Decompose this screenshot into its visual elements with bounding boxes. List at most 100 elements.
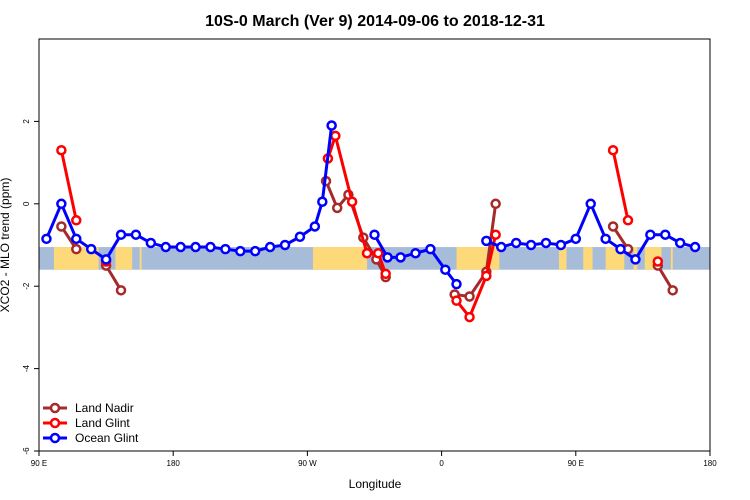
land-glint-point (380, 268, 391, 280)
y-tick-label: -2 (22, 282, 31, 290)
ocean-glint-point (630, 254, 641, 265)
land-patch (583, 247, 593, 270)
ocean-glint-point (674, 237, 686, 249)
ocean-glint-point (689, 241, 701, 253)
x-tick-label: 180 (167, 459, 181, 468)
ocean-glint-point (71, 233, 82, 245)
land-glint-point (607, 144, 619, 156)
land-patch (559, 247, 567, 270)
land-nadir-point (115, 285, 127, 296)
land-patch (312, 247, 368, 270)
ocean-glint-point (382, 252, 393, 263)
land-glint-point (652, 256, 664, 267)
ocean-glint-point (85, 243, 97, 255)
ocean-glint-point (249, 245, 261, 257)
land-patch (139, 247, 142, 270)
land-glint-point (622, 215, 634, 226)
land-glint-point (490, 229, 501, 240)
land-nadir-point (331, 202, 343, 214)
land-glint-point (330, 130, 341, 142)
land-glint-line (611, 149, 630, 221)
ocean-glint-point (425, 243, 436, 255)
legend-label-ocean-glint: Ocean Glint (75, 431, 139, 445)
ocean-glint-point (160, 241, 171, 253)
chart-title: 10S-0 March (Ver 9) 2014-09-06 to 2018-1… (205, 13, 545, 30)
land-nadir-point (667, 285, 678, 296)
ocean-glint-point (235, 245, 246, 257)
ocean-glint-point (100, 254, 112, 265)
land-nadir-line (454, 203, 498, 298)
land-nadir-point (490, 198, 501, 210)
ocean-glint-point (645, 229, 656, 240)
ocean-glint-point (41, 233, 52, 245)
y-tick-label: -6 (22, 447, 31, 455)
land-glint-line (59, 149, 78, 221)
legend-marker-land-glint (49, 417, 61, 429)
axes: 90 E 180 90 W 0 90 E 180 -6 -4 -2 0 2 (22, 119, 717, 468)
legend-label-land-glint: Land Glint (75, 416, 130, 430)
land-nadir-point (607, 221, 619, 232)
ocean-glint-line (45, 125, 334, 261)
y-tick-label: -4 (22, 364, 31, 372)
land-glint-point (71, 215, 82, 226)
series-ocean-glint (41, 120, 701, 290)
x-tick-label: 90 W (298, 459, 317, 468)
ocean-glint-point (115, 229, 127, 240)
ocean-glint-point (555, 239, 567, 251)
land-glint-point (361, 247, 373, 259)
ocean-glint-point (294, 231, 306, 243)
x-tick-label: 180 (703, 459, 717, 468)
ocean-glint-point (540, 237, 552, 249)
ocean-glint-point (481, 235, 492, 247)
ocean-glint-point (510, 237, 522, 249)
land-glint-point (451, 295, 462, 306)
ocean-glint-point (585, 198, 596, 210)
ocean-glint-point (279, 239, 291, 251)
legend-marker-land-nadir (49, 402, 61, 414)
ocean-glint-point (615, 243, 626, 255)
legend-marker-ocean-glint (49, 432, 61, 444)
series-land-glint (56, 130, 664, 323)
y-axis-title: XCO2 - MLO trend (ppm) (0, 178, 12, 313)
ocean-glint-point (440, 264, 451, 275)
land-glint-point (56, 144, 67, 156)
x-tick-label: 90 E (568, 459, 584, 468)
land-nadir-point (56, 221, 67, 232)
ocean-glint-point (317, 196, 328, 207)
ocean-glint-point (451, 278, 462, 290)
ocean-glint-point (220, 243, 231, 255)
land-glint-point (464, 311, 475, 323)
plot-frame (38, 38, 711, 452)
ocean-glint-point (175, 241, 186, 253)
ocean-glint-point (190, 241, 201, 253)
ocean-glint-point (326, 120, 337, 131)
land-nadir-point (464, 291, 475, 302)
series-layer (41, 120, 701, 323)
ocean-glint-point (56, 198, 67, 210)
x-axis-title: Longitude (349, 477, 402, 491)
land-patch (115, 247, 133, 270)
ocean-glint-point (369, 229, 380, 240)
ocean-glint-point (130, 229, 142, 240)
land-glint-point (346, 196, 358, 207)
land-patch (670, 247, 673, 270)
ocean-glint-point (395, 252, 406, 263)
ocean-glint-point (309, 221, 321, 232)
ocean-glint-point (410, 247, 421, 259)
land-glint-point (481, 270, 492, 282)
legend-label-land-nadir: Land Nadir (75, 401, 134, 415)
land-nadir-point (71, 243, 82, 255)
x-tick-label: 0 (439, 459, 444, 468)
land-glint-line (455, 234, 498, 319)
ocean-glint-point (495, 241, 507, 253)
ocean-glint-point (660, 229, 671, 240)
ocean-glint-point (525, 239, 537, 251)
ocean-glint-point (570, 233, 582, 245)
ocean-glint-point (600, 233, 611, 245)
ocean-glint-point (205, 241, 216, 253)
ocean-glint-point (145, 237, 157, 249)
x-tick-label: 90 E (31, 459, 47, 468)
y-tick-label: 2 (22, 119, 31, 124)
